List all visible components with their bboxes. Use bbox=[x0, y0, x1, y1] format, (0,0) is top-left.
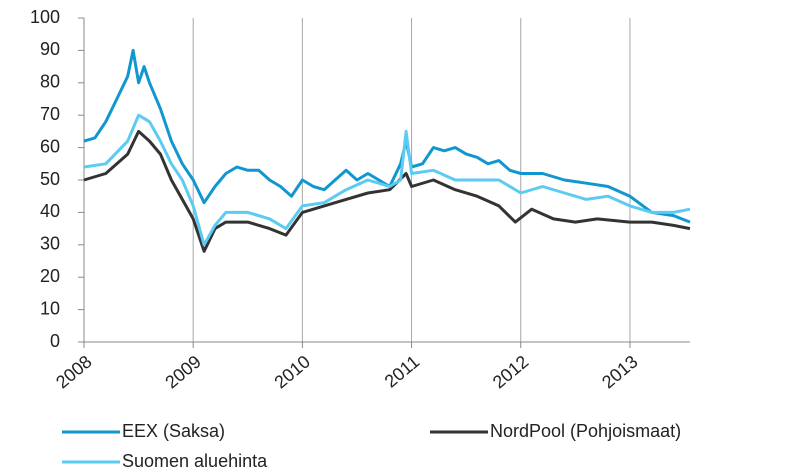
x-tick-label: 2008 bbox=[52, 351, 96, 392]
y-tick-label: 20 bbox=[40, 266, 60, 286]
y-tick-label: 90 bbox=[40, 39, 60, 59]
x-tick-label: 2009 bbox=[161, 351, 205, 392]
legend-label: Suomen aluehinta bbox=[122, 451, 268, 471]
x-tick-label: 2012 bbox=[489, 351, 533, 392]
y-tick-label: 40 bbox=[40, 201, 60, 221]
y-tick-label: 100 bbox=[30, 7, 60, 27]
y-tick-label: 70 bbox=[40, 104, 60, 124]
y-tick-label: 10 bbox=[40, 298, 60, 318]
series-line bbox=[83, 48, 691, 224]
legend-label: EEX (Saksa) bbox=[122, 421, 225, 441]
series-line bbox=[83, 129, 691, 253]
y-tick-label: 30 bbox=[40, 234, 60, 254]
y-tick-label: 80 bbox=[40, 72, 60, 92]
y-tick-label: 60 bbox=[40, 136, 60, 156]
legend-label: NordPool (Pohjoismaat) bbox=[490, 421, 681, 441]
y-tick-label: 0 bbox=[50, 331, 60, 351]
x-tick-label: 2010 bbox=[270, 351, 314, 392]
x-tick-label: 2013 bbox=[598, 351, 642, 392]
x-tick-label: 2011 bbox=[381, 351, 424, 391]
y-tick-label: 50 bbox=[40, 169, 60, 189]
series-line bbox=[83, 113, 691, 247]
